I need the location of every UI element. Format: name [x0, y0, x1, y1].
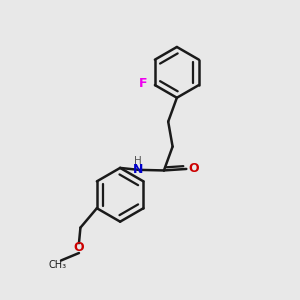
Text: CH₃: CH₃ [49, 260, 67, 270]
Text: H: H [134, 157, 142, 166]
Text: F: F [139, 77, 148, 90]
Text: O: O [74, 241, 84, 254]
Text: N: N [133, 163, 143, 176]
Text: O: O [188, 162, 199, 176]
